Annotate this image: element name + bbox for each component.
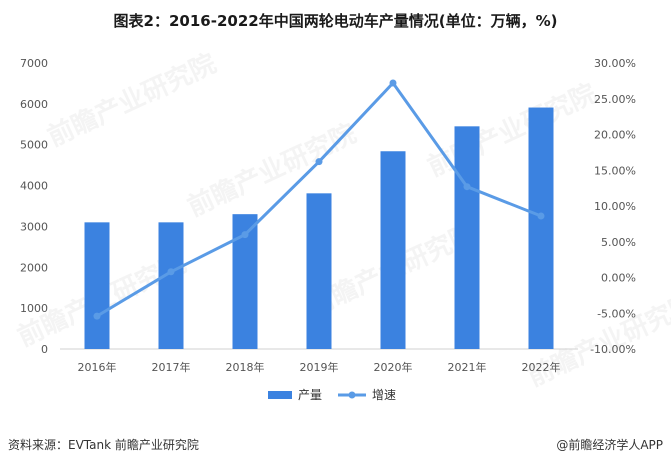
- x-tick-label: 2016年: [78, 360, 117, 374]
- y-left-tick-label: 4000: [20, 180, 48, 193]
- chart-title: 图表2：2016-2022年中国两轮电动车产量情况(单位：万辆，%): [113, 12, 558, 30]
- y-right-tick-label: 15.00%: [594, 164, 636, 177]
- bar: [454, 126, 480, 349]
- legend-label-bar: 产量: [298, 388, 322, 402]
- x-tick-label: 2017年: [152, 360, 191, 374]
- growth-point: [93, 312, 101, 320]
- x-tick-label: 2021年: [448, 360, 487, 374]
- y-right-tick-label: -5.00%: [597, 307, 636, 320]
- y-left-tick-label: 0: [41, 343, 48, 356]
- y-left-tick-label: 5000: [20, 139, 48, 152]
- growth-point: [315, 158, 323, 166]
- y-left-tick-label: 2000: [20, 261, 48, 274]
- y-right-tick-label: -10.00%: [590, 343, 636, 356]
- y-left-tick-label: 7000: [20, 57, 48, 70]
- y-right-tick-label: 25.00%: [594, 93, 636, 106]
- x-tick-label: 2020年: [374, 360, 413, 374]
- growth-point: [537, 212, 545, 220]
- bar: [528, 107, 554, 349]
- y-left-tick-label: 6000: [20, 98, 48, 111]
- y-right-tick-label: 30.00%: [594, 57, 636, 70]
- brand-credit: @前瞻经济学人APP: [556, 438, 663, 452]
- legend-swatch-point: [348, 391, 356, 399]
- growth-point: [167, 268, 175, 276]
- x-tick-label: 2018年: [226, 360, 265, 374]
- source-note: 资料来源：EVTank 前瞻产业研究院: [8, 438, 199, 452]
- growth-point: [241, 231, 249, 239]
- bar: [158, 222, 184, 349]
- legend-swatch-bar: [268, 391, 292, 399]
- y-left-tick-label: 1000: [20, 302, 48, 315]
- y-right-tick-label: 10.00%: [594, 200, 636, 213]
- y-right-tick-label: 5.00%: [601, 236, 636, 249]
- bar: [84, 222, 110, 349]
- legend-label-line: 增速: [372, 388, 396, 402]
- growth-point: [463, 183, 471, 191]
- x-tick-label: 2019年: [300, 360, 339, 374]
- y-left-tick-label: 3000: [20, 220, 48, 233]
- x-tick-label: 2022年: [522, 360, 561, 374]
- bar: [306, 193, 332, 349]
- y-right-tick-label: 0.00%: [601, 272, 636, 285]
- bar: [380, 151, 406, 349]
- y-right-tick-label: 20.00%: [594, 129, 636, 142]
- growth-point: [389, 79, 397, 87]
